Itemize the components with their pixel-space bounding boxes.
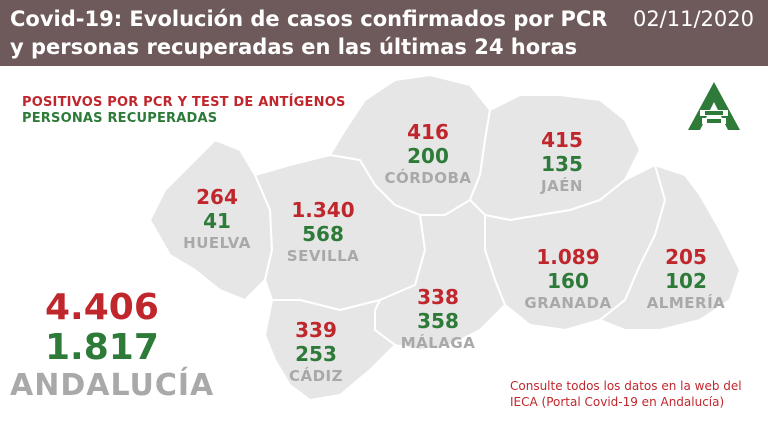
granada-positives: 1.089: [536, 245, 600, 269]
province-shape-almeria: [599, 164, 741, 331]
province-cadiz: 339 253 CÁDIZ: [256, 318, 376, 386]
header-bar: Covid-19: Evolución de casos confirmados…: [0, 0, 768, 66]
total-recovered: 1.817: [45, 327, 159, 368]
province-cordoba: 416 200 CÓRDOBA: [368, 120, 488, 188]
malaga-recovered: 358: [417, 309, 459, 333]
jaen-positives: 415: [541, 128, 583, 152]
cadiz-positives: 339: [295, 318, 337, 342]
granada-name: GRANADA: [524, 294, 612, 312]
granada-recovered: 160: [547, 269, 589, 293]
page-title: Covid-19: Evolución de casos confirmados…: [10, 7, 608, 59]
province-sevilla: 1.340 568 SEVILLA: [263, 198, 383, 266]
sevilla-name: SEVILLA: [286, 247, 360, 265]
ieca-note: Consulte todos los datos en la web del I…: [510, 379, 742, 409]
date-label: 02/11/2020: [632, 7, 754, 31]
junta-andalucia-logo-icon: [688, 82, 740, 130]
province-huelva: 264 41 HUELVA: [157, 185, 277, 253]
province-almeria: 205 102 ALMERÍA: [626, 245, 746, 313]
total-positives: 4.406: [45, 287, 159, 328]
province-granada: 1.089 160 GRANADA: [508, 245, 628, 313]
cadiz-name: CÁDIZ: [288, 367, 344, 385]
malaga-positives: 338: [417, 285, 459, 309]
huelva-positives: 264: [196, 185, 238, 209]
legend-positives: POSITIVOS POR PCR Y TEST DE ANTÍGENOS: [22, 95, 346, 110]
province-malaga: 338 358 MÁLAGA: [378, 285, 498, 353]
huelva-name: HUELVA: [183, 234, 251, 252]
almeria-name: ALMERÍA: [646, 294, 726, 312]
region-name: ANDALUCÍA: [10, 368, 215, 403]
sevilla-positives: 1.340: [291, 198, 355, 222]
almeria-recovered: 102: [665, 269, 707, 293]
province-shape-cadiz: [264, 299, 396, 401]
sevilla-recovered: 568: [302, 222, 344, 246]
legend-recovered: PERSONAS RECUPERADAS: [22, 111, 218, 126]
cordoba-recovered: 200: [407, 144, 449, 168]
cadiz-recovered: 253: [295, 342, 337, 366]
jaen-name: JAÉN: [541, 177, 583, 195]
jaen-recovered: 135: [541, 152, 583, 176]
malaga-name: MÁLAGA: [400, 334, 476, 352]
cordoba-positives: 416: [407, 120, 449, 144]
huelva-recovered: 41: [203, 209, 231, 233]
cordoba-name: CÓRDOBA: [384, 169, 472, 187]
province-jaen: 415 135 JAÉN: [502, 128, 622, 196]
total-andalucia: 4.406 1.817: [45, 288, 159, 368]
almeria-positives: 205: [665, 245, 707, 269]
